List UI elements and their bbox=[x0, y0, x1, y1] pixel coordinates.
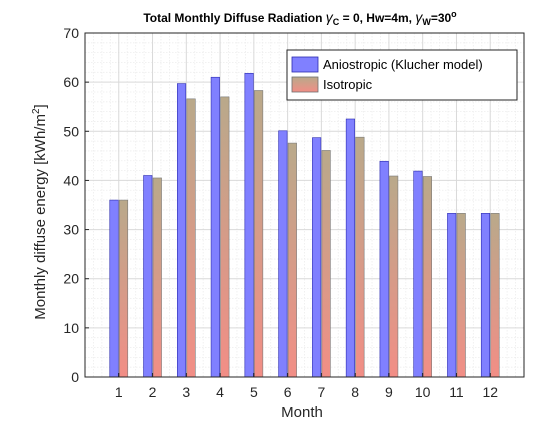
legend-swatch-aniostropic bbox=[291, 56, 319, 73]
x-tick-label: 3 bbox=[182, 384, 190, 400]
bar-aniostropic bbox=[177, 83, 187, 378]
x-tick-label: 9 bbox=[385, 384, 393, 400]
x-tick-label: 8 bbox=[351, 384, 359, 400]
x-tick-label: 10 bbox=[415, 384, 431, 400]
bar-isotropic bbox=[389, 175, 399, 378]
y-tick-label: 60 bbox=[63, 74, 79, 90]
x-tick-label: 5 bbox=[250, 384, 258, 400]
y-tick-label: 50 bbox=[63, 123, 79, 139]
legend-box bbox=[286, 49, 518, 101]
bar-aniostropic bbox=[210, 76, 220, 378]
y-tick-label: 20 bbox=[63, 271, 79, 287]
bar-aniostropic bbox=[413, 170, 423, 378]
x-tick-label: 12 bbox=[482, 384, 498, 400]
legend-label-aniostropic: Aniostropic (Klucher model) bbox=[323, 57, 483, 72]
x-tick-label: 11 bbox=[449, 384, 464, 400]
bar-aniostropic bbox=[244, 72, 254, 378]
y-tick-label: 40 bbox=[63, 172, 79, 188]
bar-isotropic bbox=[355, 136, 365, 378]
bar-isotropic bbox=[490, 213, 500, 378]
bar-isotropic bbox=[118, 199, 129, 378]
bars bbox=[109, 72, 500, 378]
x-tick-label: 4 bbox=[216, 384, 224, 400]
legend-label-isotropic: Isotropic bbox=[323, 77, 373, 92]
y-axis-label: Monthly diffuse energy [kWh/m2] bbox=[31, 104, 49, 319]
x-axis-label: Month bbox=[281, 404, 323, 421]
bar-aniostropic bbox=[480, 213, 491, 378]
legend-swatch-isotropic bbox=[291, 76, 319, 93]
bar-isotropic bbox=[186, 98, 196, 378]
bar-aniostropic bbox=[109, 199, 119, 378]
bar-aniostropic bbox=[143, 175, 153, 378]
bar-aniostropic bbox=[278, 130, 288, 378]
bar-isotropic bbox=[220, 96, 230, 378]
bar-isotropic bbox=[422, 176, 432, 378]
y-tick-label: 0 bbox=[71, 369, 79, 385]
bar-isotropic bbox=[321, 150, 331, 378]
bar-aniostropic bbox=[345, 118, 355, 378]
y-tick-label: 10 bbox=[63, 320, 79, 336]
legend: Aniostropic (Klucher model) Isotropic bbox=[286, 49, 518, 101]
y-tick-label: 70 bbox=[63, 25, 79, 41]
x-tick-label: 6 bbox=[284, 384, 292, 400]
x-tick-label: 1 bbox=[115, 384, 123, 400]
bar-isotropic bbox=[287, 142, 297, 378]
bar-aniostropic bbox=[312, 137, 322, 378]
bar-isotropic bbox=[456, 213, 466, 378]
bar-aniostropic bbox=[447, 213, 457, 378]
bar-isotropic bbox=[254, 90, 264, 378]
bar-isotropic bbox=[152, 177, 162, 378]
bar-aniostropic bbox=[379, 160, 389, 378]
x-tick-label: 2 bbox=[149, 384, 157, 400]
axes-box bbox=[84, 32, 525, 378]
x-tick-label: 7 bbox=[317, 384, 325, 400]
chart-title: Total Monthly Diffuse Radiation γC = 0, … bbox=[143, 9, 457, 27]
y-tick-label: 30 bbox=[63, 222, 79, 238]
